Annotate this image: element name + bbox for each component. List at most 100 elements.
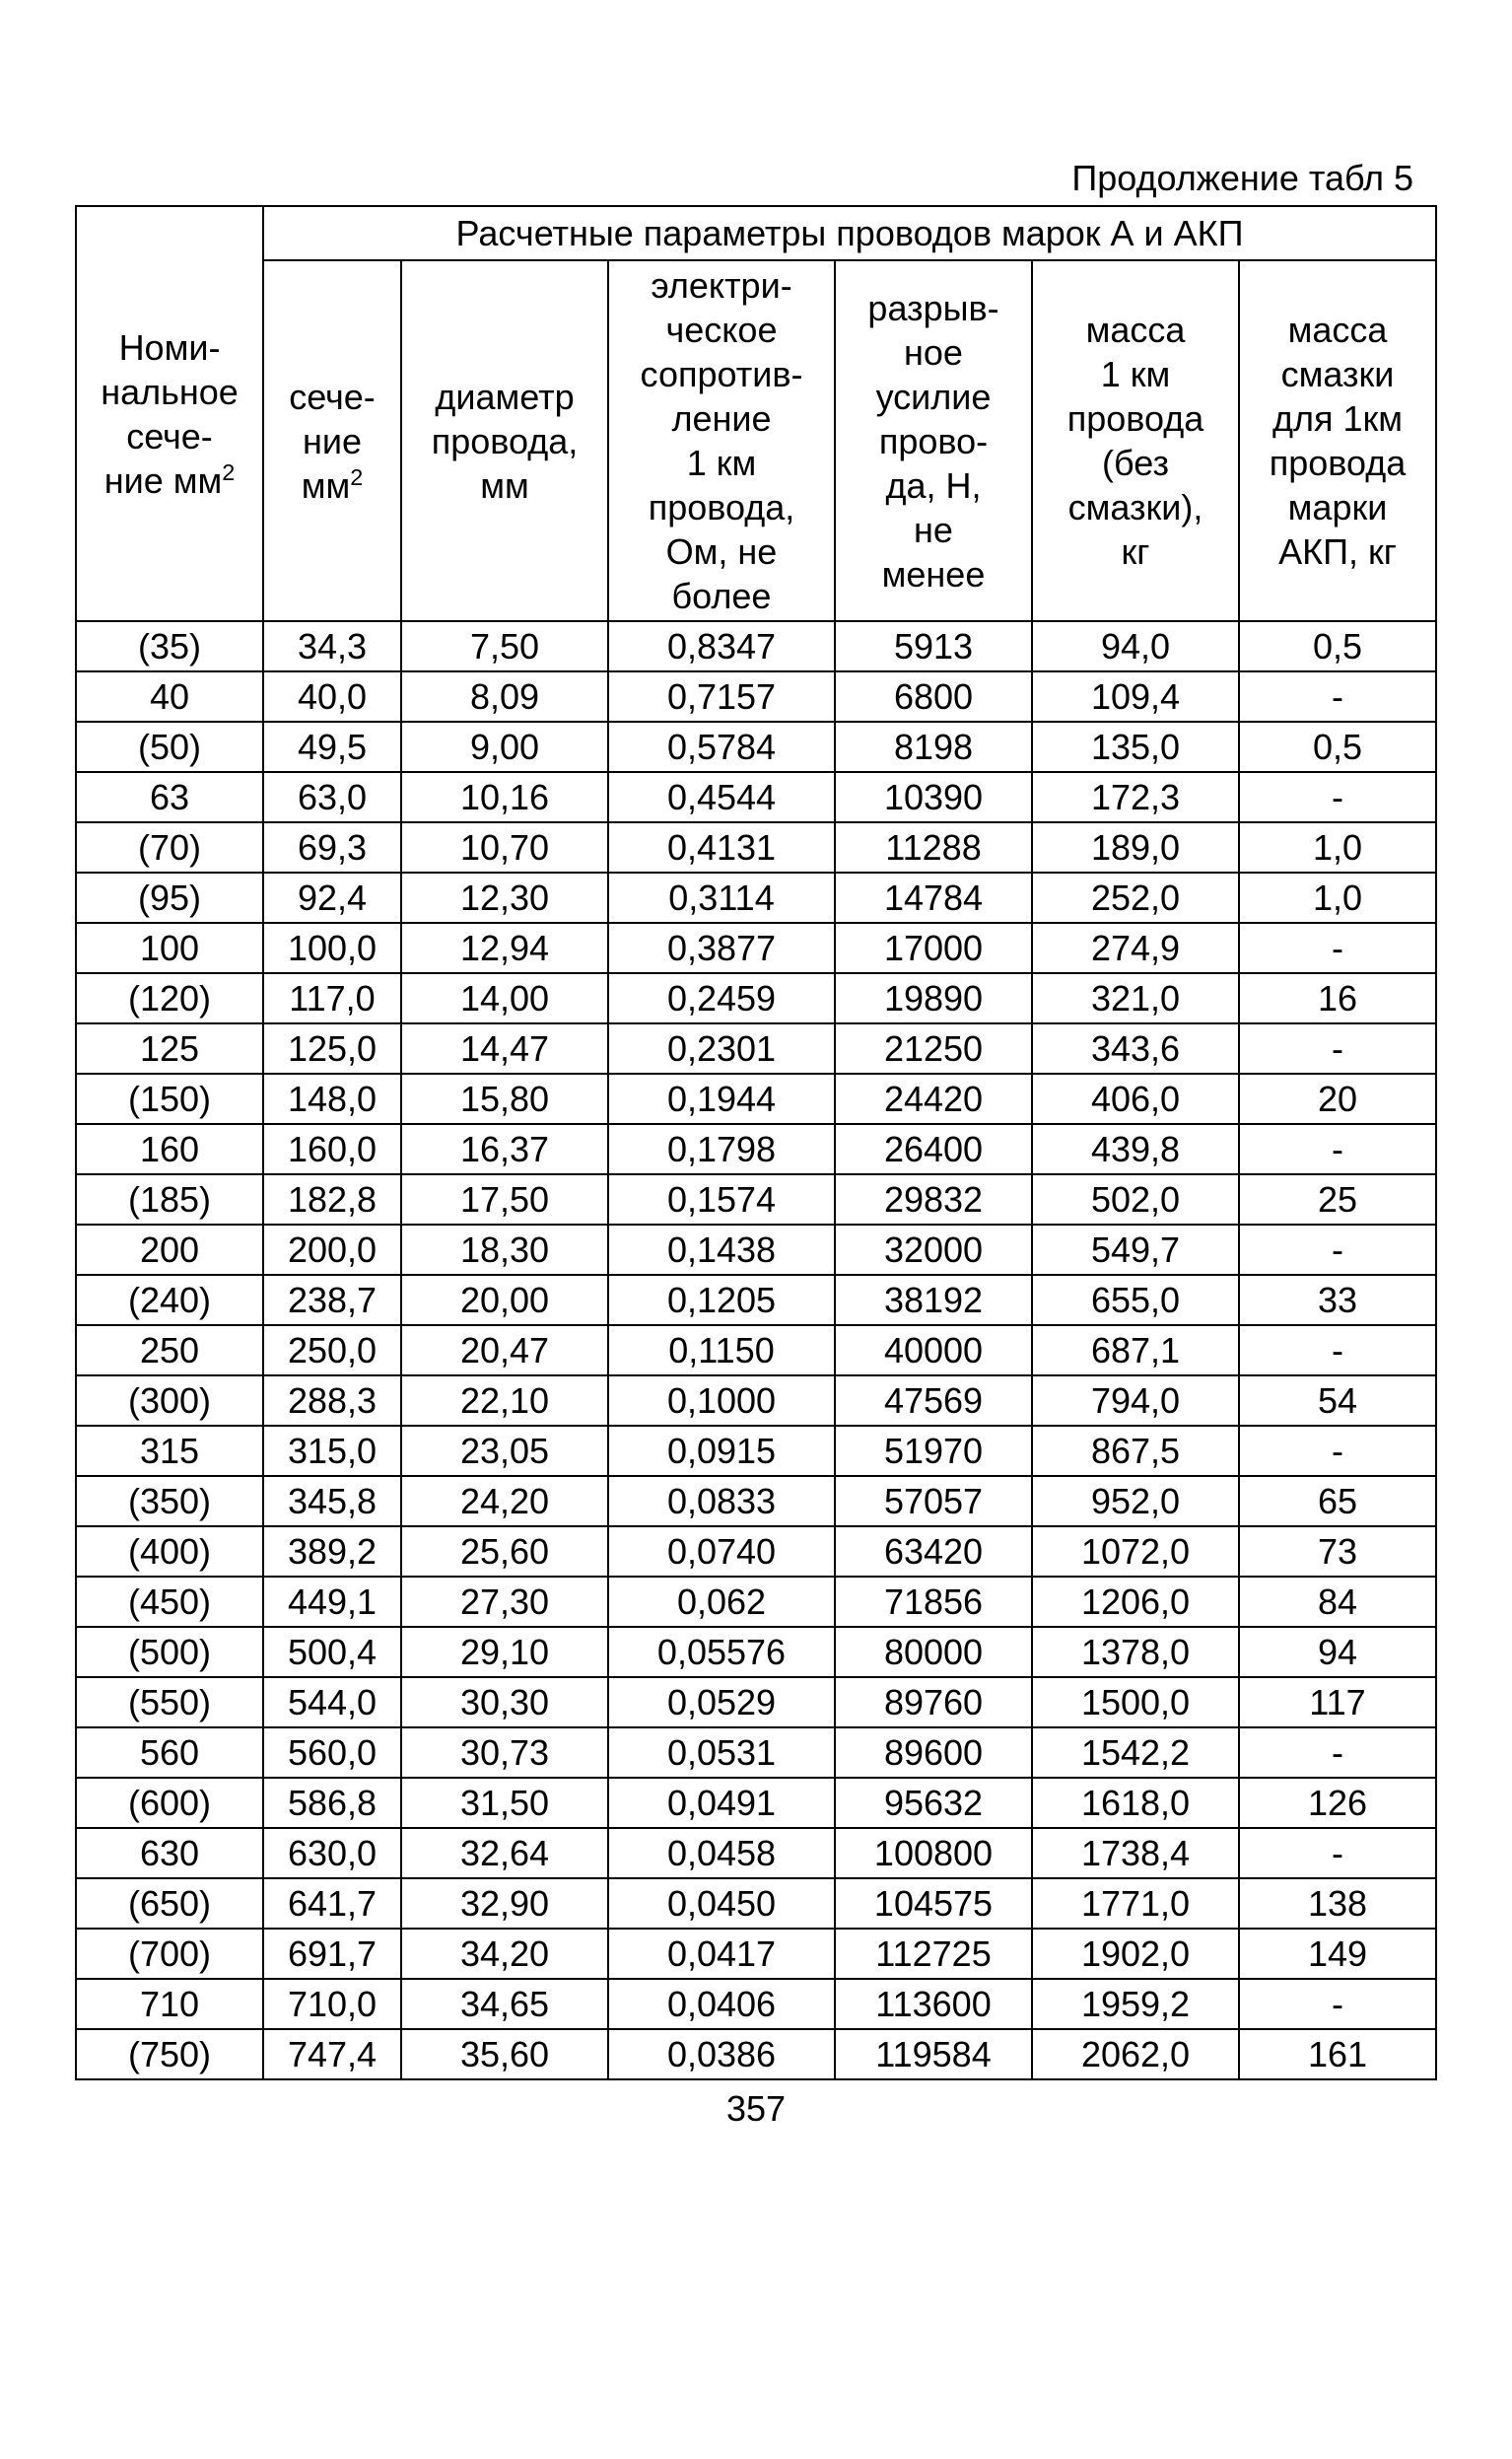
table-cell: 63,0	[263, 772, 401, 822]
table-cell: 20,00	[401, 1275, 608, 1325]
table-cell: 200	[76, 1225, 263, 1275]
table-cell: 5913	[835, 621, 1032, 671]
table-cell: 0,1205	[608, 1275, 835, 1325]
table-row: (150)148,015,800,194424420406,020	[76, 1074, 1436, 1124]
table-cell: 100,0	[263, 923, 401, 973]
table-cell: 747,4	[263, 2029, 401, 2079]
table-caption: Продолжение табл 5	[59, 158, 1453, 199]
col-header-resistance: электри-ческоесопротив-ление1 кмпровода,…	[608, 260, 835, 621]
table-cell: 12,94	[401, 923, 608, 973]
table-cell: 32,90	[401, 1878, 608, 1929]
table-cell: -	[1239, 1325, 1436, 1375]
table-cell: 0,5	[1239, 621, 1436, 671]
table-cell: 94	[1239, 1627, 1436, 1677]
table-row: 250250,020,470,115040000687,1-	[76, 1325, 1436, 1375]
table-cell: 40	[76, 671, 263, 722]
table-cell: 47569	[835, 1375, 1032, 1426]
table-cell: 15,80	[401, 1074, 608, 1124]
table-cell: 345,8	[263, 1476, 401, 1526]
table-cell: 794,0	[1032, 1375, 1239, 1426]
table-row: 200200,018,300,143832000549,7-	[76, 1225, 1436, 1275]
table-cell: 0,2301	[608, 1023, 835, 1074]
table-cell: -	[1239, 772, 1436, 822]
table-cell: 549,7	[1032, 1225, 1239, 1275]
table-cell: 288,3	[263, 1375, 401, 1426]
table-row: (550)544,030,300,0529897601500,0117	[76, 1677, 1436, 1727]
table-cell: 20,47	[401, 1325, 608, 1375]
table-cell: 1500,0	[1032, 1677, 1239, 1727]
table-cell: (120)	[76, 973, 263, 1023]
table-cell: 0,0417	[608, 1929, 835, 1979]
table-cell: 0,3877	[608, 923, 835, 973]
table-cell: 630,0	[263, 1828, 401, 1878]
table-cell: 22,10	[401, 1375, 608, 1426]
table-cell: 125	[76, 1023, 263, 1074]
table-row: 160160,016,370,179826400439,8-	[76, 1124, 1436, 1174]
table-cell: -	[1239, 923, 1436, 973]
table-cell: 315	[76, 1426, 263, 1476]
table-cell: (95)	[76, 873, 263, 923]
table-cell: 49,5	[263, 722, 401, 772]
table-cell: 560,0	[263, 1727, 401, 1778]
col-header-nominal-section: Номи-нальноесече-ние мм2	[76, 206, 263, 621]
table-cell: 125,0	[263, 1023, 401, 1074]
table-cell: 149	[1239, 1929, 1436, 1979]
table-cell: 250,0	[263, 1325, 401, 1375]
table-cell: 1072,0	[1032, 1526, 1239, 1577]
table-row: (70)69,310,700,413111288189,01,0	[76, 822, 1436, 873]
table-cell: 0,0740	[608, 1526, 835, 1577]
table-cell: 119584	[835, 2029, 1032, 2079]
table-cell: 439,8	[1032, 1124, 1239, 1174]
table-cell: 586,8	[263, 1778, 401, 1828]
table-cell: 11288	[835, 822, 1032, 873]
table-cell: 17000	[835, 923, 1032, 973]
table-cell: (700)	[76, 1929, 263, 1979]
table-row: (600)586,831,500,0491956321618,0126	[76, 1778, 1436, 1828]
table-cell: (650)	[76, 1878, 263, 1929]
table-cell: 117,0	[263, 973, 401, 1023]
table-cell: (70)	[76, 822, 263, 873]
table-cell: -	[1239, 1727, 1436, 1778]
table-cell: 1618,0	[1032, 1778, 1239, 1828]
table-cell: 126	[1239, 1778, 1436, 1828]
table-row: 100100,012,940,387717000274,9-	[76, 923, 1436, 973]
table-cell: 0,1574	[608, 1174, 835, 1225]
table-cell: (35)	[76, 621, 263, 671]
table-cell: 33	[1239, 1275, 1436, 1325]
table-cell: 73	[1239, 1526, 1436, 1577]
table-cell: -	[1239, 1225, 1436, 1275]
table-cell: -	[1239, 1023, 1436, 1074]
table-cell: 100800	[835, 1828, 1032, 1878]
table-cell: 0,4131	[608, 822, 835, 873]
table-cell: 25,60	[401, 1526, 608, 1577]
table-cell: 560	[76, 1727, 263, 1778]
table-row: (450)449,127,300,062718561206,084	[76, 1577, 1436, 1627]
table-cell: 0,5	[1239, 722, 1436, 772]
table-cell: 80000	[835, 1627, 1032, 1677]
table-cell: 54	[1239, 1375, 1436, 1426]
table-cell: 0,0833	[608, 1476, 835, 1526]
table-cell: 19890	[835, 973, 1032, 1023]
col-header-mass-grease: массасмазкидля 1кмпроводамаркиАКП, кг	[1239, 260, 1436, 621]
table-cell: (300)	[76, 1375, 263, 1426]
table-cell: 29832	[835, 1174, 1032, 1225]
table-cell: 23,05	[401, 1426, 608, 1476]
table-cell: -	[1239, 1979, 1436, 2029]
table-cell: 34,65	[401, 1979, 608, 2029]
table-cell: 35,60	[401, 2029, 608, 2079]
page-number: 357	[59, 2088, 1453, 2130]
table-cell: 315,0	[263, 1426, 401, 1476]
table-cell: 0,1000	[608, 1375, 835, 1426]
table-cell: 1771,0	[1032, 1878, 1239, 1929]
table-cell: 17,50	[401, 1174, 608, 1225]
spanning-header: Расчетные параметры проводов марок А и А…	[263, 206, 1436, 260]
table-cell: 16	[1239, 973, 1436, 1023]
col-header-mass-wire: масса1 кмпровода(безсмазки),кг	[1032, 260, 1239, 621]
table-cell: -	[1239, 1426, 1436, 1476]
table-cell: 7,50	[401, 621, 608, 671]
table-cell: 0,0450	[608, 1878, 835, 1929]
table-cell: 250	[76, 1325, 263, 1375]
table-cell: 57057	[835, 1476, 1032, 1526]
table-cell: 1,0	[1239, 822, 1436, 873]
table-cell: (400)	[76, 1526, 263, 1577]
